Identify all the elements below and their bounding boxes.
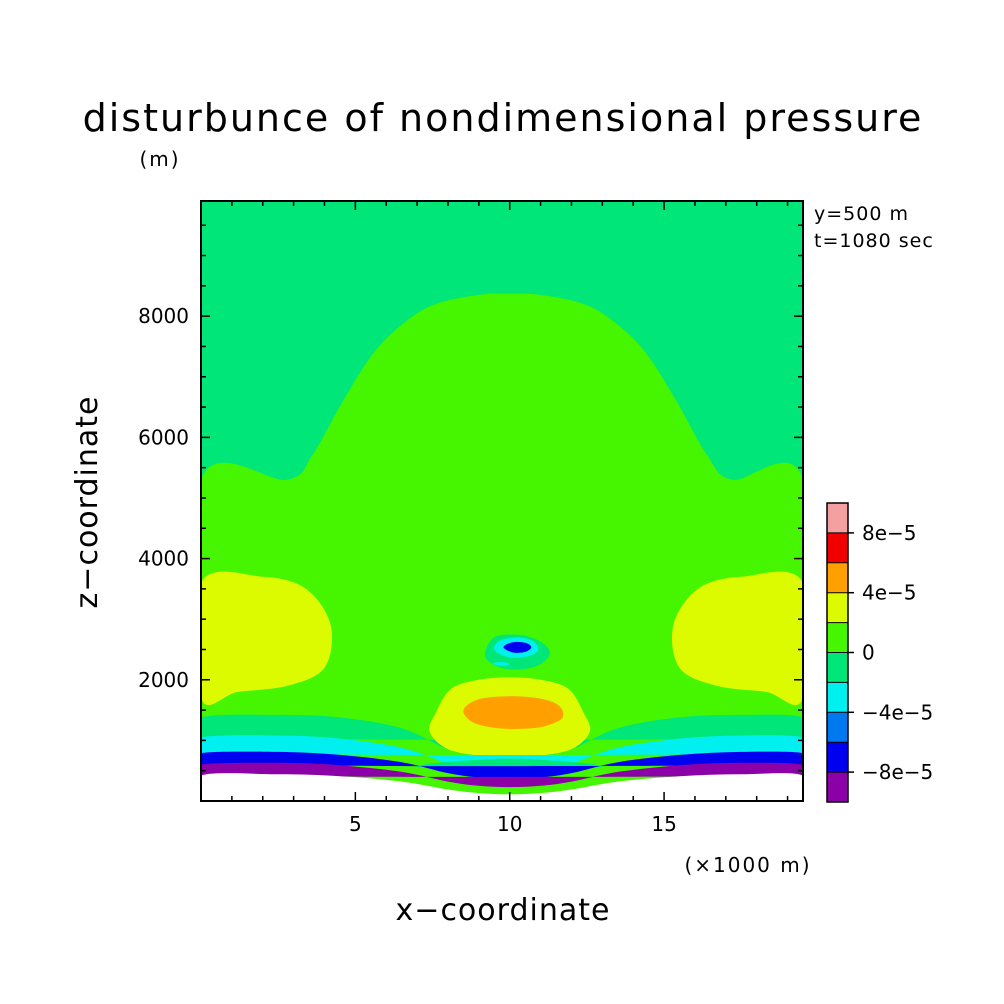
y-axis-unit: (m) bbox=[139, 147, 180, 171]
legend-swatch bbox=[827, 652, 848, 683]
x-tick-label: 10 bbox=[497, 812, 522, 836]
color-legend: −8e−5 −4e−5 0 4e−5 8e−5 bbox=[826, 502, 933, 803]
legend-label: −8e−5 bbox=[862, 760, 933, 784]
y-axis-label: z−coordinate bbox=[70, 396, 105, 609]
contour-region-small-lightblue-speck bbox=[493, 662, 510, 666]
legend-swatch bbox=[827, 622, 848, 653]
legend-swatch bbox=[827, 592, 848, 623]
contour-region-dark-blue-band bbox=[201, 751, 803, 779]
annotation-y-position: y=500 m bbox=[814, 203, 909, 225]
x-tick-label: 15 bbox=[651, 812, 676, 836]
contour-region-left-lime bbox=[201, 571, 333, 706]
contour-region-right-lime bbox=[671, 571, 803, 706]
legend-swatch bbox=[827, 742, 848, 773]
legend-swatch bbox=[827, 503, 848, 533]
contour-region-lower-cyan-band bbox=[201, 714, 803, 758]
y-tick-label: 6000 bbox=[138, 425, 189, 449]
legend-swatch bbox=[827, 532, 848, 563]
contour-region-center-yellow-core bbox=[463, 696, 564, 729]
legend-label: 0 bbox=[862, 641, 875, 665]
legend-label: −4e−5 bbox=[862, 700, 933, 724]
legend-swatch bbox=[827, 712, 848, 743]
x-axis-label: x−coordinate bbox=[396, 893, 611, 928]
contour-region-purple-band bbox=[201, 762, 803, 788]
annotation-time: t=1080 sec bbox=[814, 230, 934, 252]
contour-region-terrain-gap bbox=[201, 773, 803, 801]
y-tick-label: 2000 bbox=[138, 668, 189, 692]
y-tick-label: 4000 bbox=[138, 547, 189, 571]
x-axis-unit: (×1000 m) bbox=[684, 853, 811, 877]
contour-region-center-blue-cell bbox=[503, 641, 532, 653]
legend-swatch bbox=[827, 682, 848, 713]
contour-region-green-dome bbox=[201, 293, 803, 753]
legend-label: 4e−5 bbox=[862, 581, 917, 605]
x-tick-label: 5 bbox=[349, 812, 362, 836]
legend-swatch bbox=[827, 562, 848, 593]
legend-swatch bbox=[827, 772, 848, 802]
contour-fill-regions bbox=[201, 201, 803, 801]
plot-frame bbox=[200, 200, 804, 802]
chart-title: disturbunce of nondimensional pressure bbox=[83, 96, 924, 140]
legend-label: 8e−5 bbox=[862, 521, 917, 545]
y-tick-label: 8000 bbox=[138, 304, 189, 328]
axis-ticks: 5 10 15 2000 4000 6000 8000 bbox=[138, 201, 803, 836]
contour-region-blue-band bbox=[201, 735, 803, 771]
